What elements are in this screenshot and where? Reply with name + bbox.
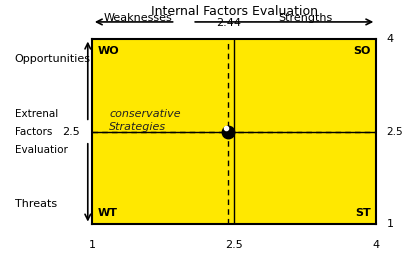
Text: Weaknesses: Weaknesses (104, 13, 172, 23)
Text: Strengths: Strengths (278, 13, 332, 23)
Text: 4: 4 (372, 240, 380, 250)
Text: Internal Factors Evaluation: Internal Factors Evaluation (150, 5, 318, 18)
Text: 4: 4 (387, 34, 394, 44)
Text: Evaluatior: Evaluatior (15, 145, 67, 155)
Text: Factors: Factors (15, 127, 52, 136)
Text: WO: WO (98, 46, 119, 56)
Text: WT: WT (98, 208, 117, 218)
Text: conservative: conservative (109, 109, 181, 119)
Text: Threats: Threats (15, 199, 57, 209)
Text: Strategies: Strategies (109, 122, 166, 132)
Text: SO: SO (353, 46, 370, 56)
Text: 2.5: 2.5 (62, 127, 79, 136)
Text: 1: 1 (89, 240, 95, 250)
Text: Extrenal: Extrenal (15, 109, 58, 118)
Text: 1: 1 (387, 220, 394, 229)
Text: 2.5: 2.5 (225, 240, 243, 250)
Text: 2.5: 2.5 (387, 127, 403, 136)
Text: Opportunities: Opportunities (15, 54, 91, 64)
Text: 2.44: 2.44 (216, 18, 241, 28)
Text: ST: ST (355, 208, 370, 218)
